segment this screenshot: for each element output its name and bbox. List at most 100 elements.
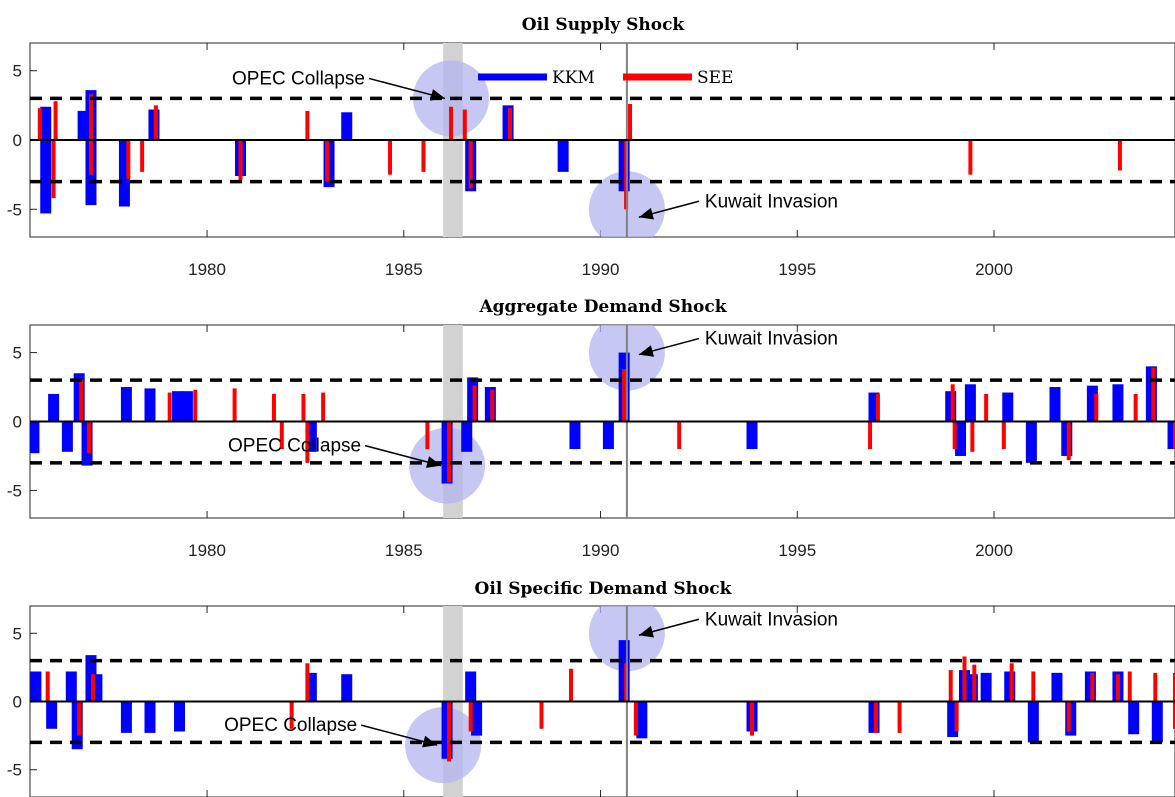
see-bar [232, 388, 237, 422]
annotation-label: OPEC Collapse [232, 68, 365, 89]
y-tick-label: 0 [13, 693, 22, 712]
see-bar [954, 701, 959, 732]
see-bar [462, 109, 467, 140]
y-tick-label: -5 [7, 200, 22, 219]
see-bar [271, 393, 276, 422]
see-bar [1151, 367, 1156, 422]
see-bar [569, 668, 574, 702]
see-bar [88, 140, 93, 175]
kkm-bar [461, 421, 473, 452]
kkm-bar [341, 112, 353, 140]
kkm-bar [868, 392, 880, 422]
see-bar [972, 664, 977, 702]
see-bar [167, 392, 172, 422]
see-bar [468, 701, 473, 732]
kkm-bar [947, 701, 959, 737]
see-bar [449, 106, 454, 140]
see-bar [421, 140, 426, 172]
panel-title: Aggregate Demand Shock [478, 297, 727, 317]
kkm-bar [1025, 421, 1037, 463]
y-tick-label: 5 [13, 624, 22, 643]
see-bar [948, 670, 953, 702]
arrow-head [426, 456, 442, 468]
see-bar [750, 701, 755, 736]
see-bar [1173, 421, 1175, 450]
y-tick-label: -5 [7, 481, 22, 500]
y-tick-label: 0 [13, 131, 22, 150]
see-bar [1066, 701, 1071, 732]
kkm-bar [341, 674, 353, 702]
kkm-bar [181, 391, 193, 422]
kkm-bar [1112, 384, 1124, 422]
see-bar [1133, 393, 1138, 422]
y-tick-label: 5 [13, 62, 22, 81]
panel-oil-specific-demand-shock: OPEC Collapse Kuwait Invasion Oil Specific… [7, 579, 1175, 797]
kkm-bar [602, 421, 614, 450]
see-bar [88, 94, 93, 140]
see-bar [1031, 671, 1036, 702]
kkm-bar [30, 421, 40, 454]
see-bar [868, 421, 873, 450]
see-bar [952, 421, 957, 450]
see-bar [628, 103, 633, 140]
see-bar [126, 140, 131, 179]
see-bar [79, 380, 84, 422]
see-bar [677, 421, 682, 450]
annotation-label: Kuwait Invasion [705, 191, 838, 212]
x-tick-label: 1985 [385, 260, 423, 279]
y-tick-label: 5 [13, 344, 22, 363]
annotation-label: Kuwait Invasion [705, 609, 838, 630]
see-bar [153, 105, 158, 140]
see-bar [305, 110, 310, 140]
see-bar [447, 701, 452, 762]
see-bar [968, 140, 973, 175]
kkm-bar [636, 701, 648, 739]
kkm-bar [46, 701, 58, 729]
see-bar [1115, 674, 1120, 702]
see-bar [490, 389, 495, 422]
x-tick-label: 1990 [582, 260, 620, 279]
x-tick-label: 1980 [188, 541, 226, 560]
see-bar [873, 701, 878, 733]
see-bar [45, 671, 50, 702]
kkm-bar [1151, 701, 1163, 743]
see-bar [1153, 672, 1158, 702]
x-tick-label: 1990 [582, 541, 620, 560]
kkm-bar [30, 671, 42, 702]
see-bar [305, 421, 310, 463]
see-bar [950, 384, 955, 422]
see-bar [77, 701, 82, 736]
kkm-bar [1167, 421, 1175, 450]
see-bar [508, 108, 513, 140]
kkm-bar [40, 140, 52, 214]
annotation-label: OPEC Collapse [228, 436, 361, 457]
annotation-label: OPEC Collapse [224, 715, 357, 736]
panel-title: Oil Supply Shock [522, 15, 686, 35]
y-tick-label: 0 [13, 413, 22, 432]
arrow-head [429, 89, 446, 101]
kkm-bar [1051, 672, 1063, 702]
x-tick-label: 1995 [778, 260, 816, 279]
see-bar [875, 393, 880, 422]
see-bar [37, 108, 42, 140]
see-bar [87, 421, 92, 454]
see-bar [468, 140, 473, 189]
kkm-bar [118, 140, 130, 207]
kkm-bar [144, 701, 156, 733]
see-bar [1009, 663, 1014, 702]
see-bar [962, 656, 967, 702]
kkm-bar [120, 701, 132, 733]
arrow-head [638, 345, 654, 357]
kkm-bar [174, 701, 186, 732]
see-bar [633, 701, 638, 736]
legend-see-label: SEE [697, 68, 733, 88]
arrow-head [638, 625, 654, 638]
arrow-head [422, 735, 438, 748]
kkm-bar [65, 671, 77, 702]
see-bar [51, 140, 56, 199]
y-tick-label: -5 [7, 761, 22, 780]
x-tick-label: 2000 [975, 541, 1013, 560]
see-bar [279, 421, 284, 450]
see-bar [388, 140, 393, 175]
